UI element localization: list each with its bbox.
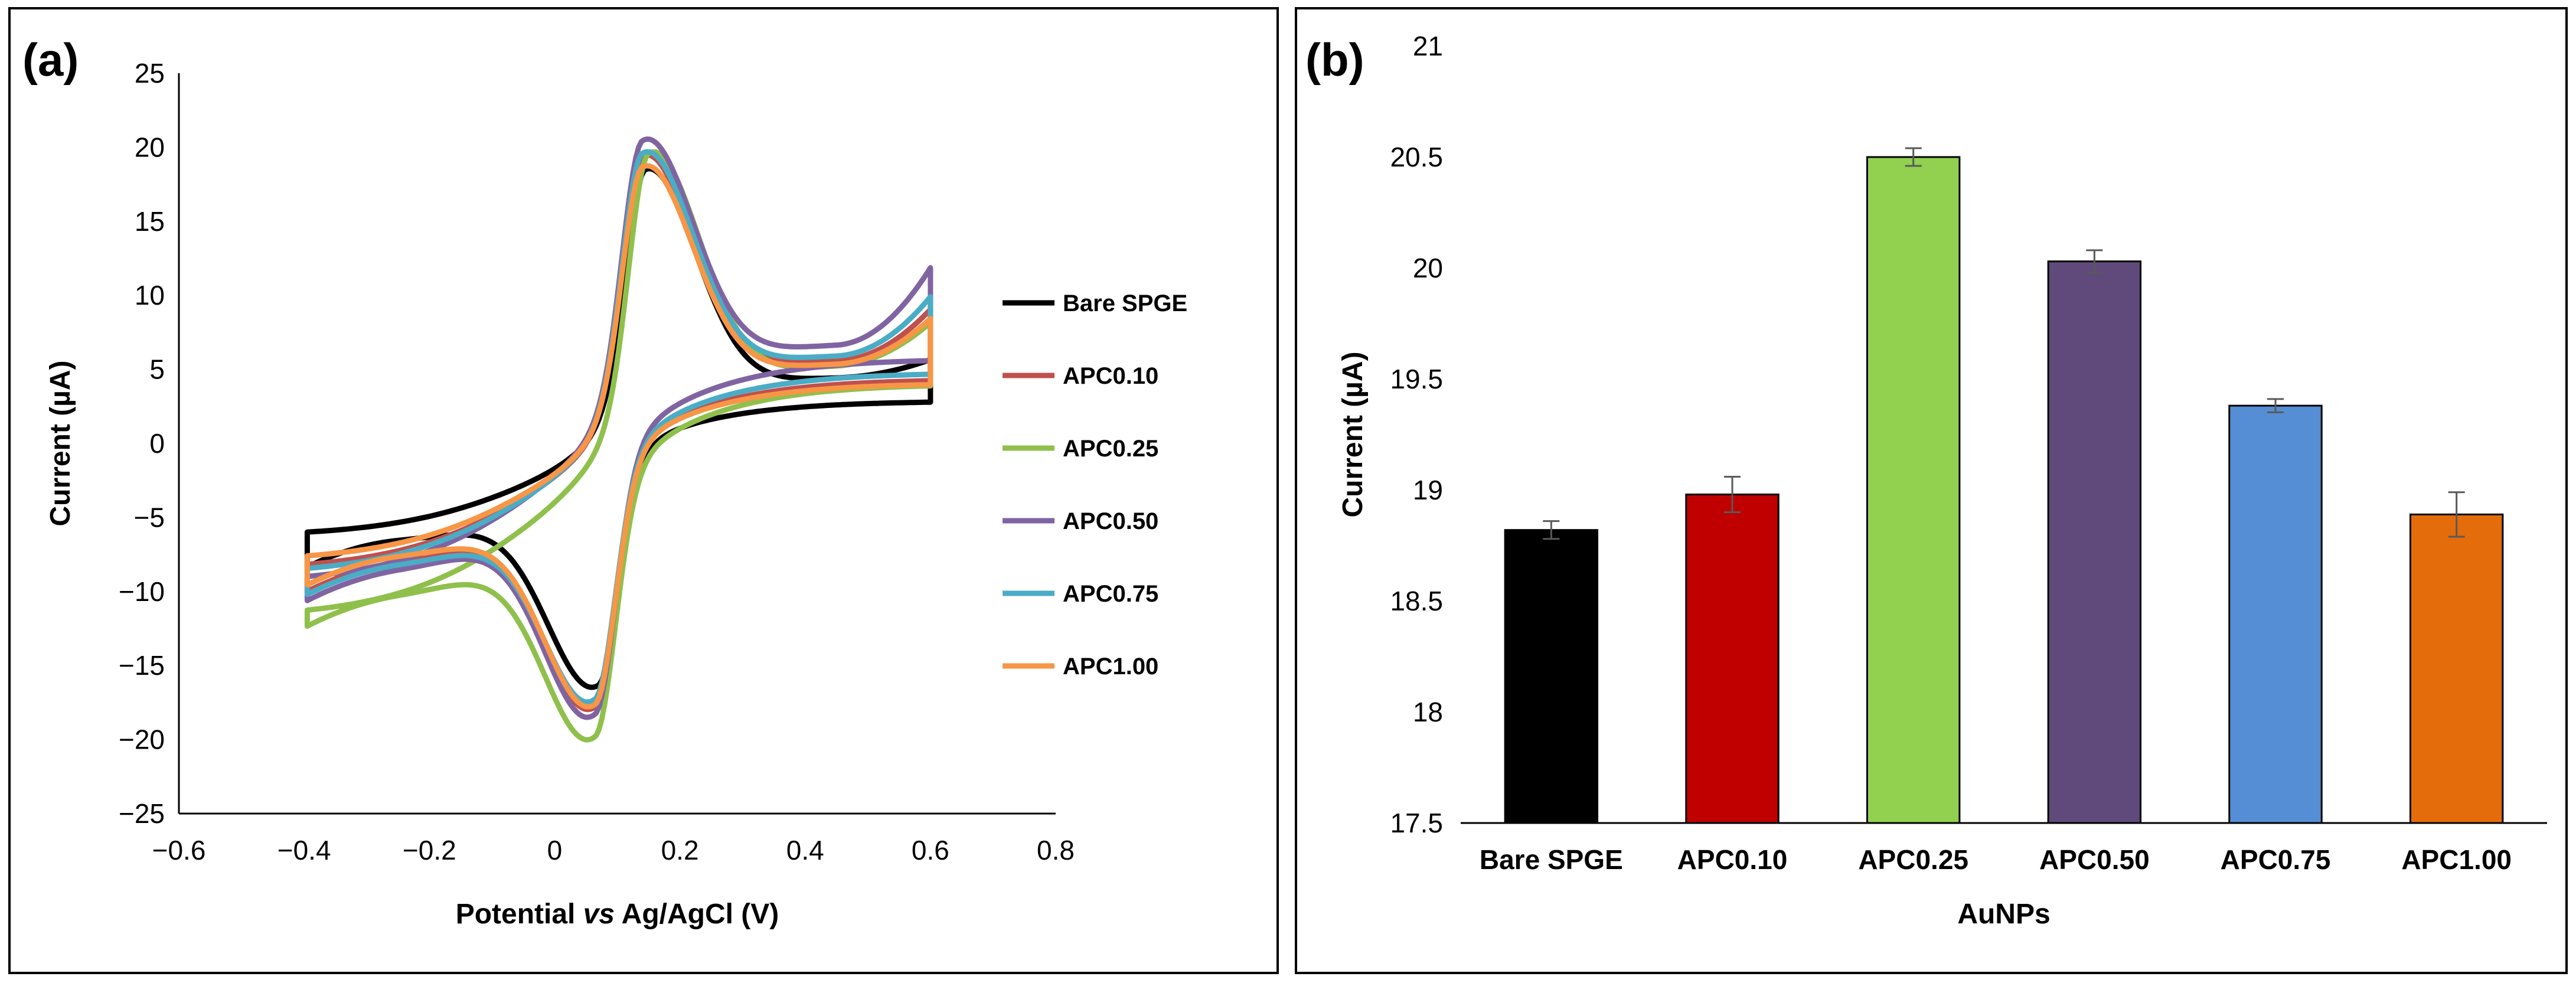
panel-b-bar-chart: (b) 21 20.5 20 19.5 19 18.5 18 17.5 Bare SPGE APC… xyxy=(1295,7,2568,974)
series-line-apc0-10 xyxy=(304,152,933,713)
panel-a-label: (a) xyxy=(22,34,79,86)
y-tick-label: 10 xyxy=(135,280,165,311)
y-tick-label: 17.5 xyxy=(1390,808,1443,838)
x-tick-label: APC0.25 xyxy=(1858,844,1968,875)
y-tick-label: 5 xyxy=(149,354,165,385)
legend-label: APC0.25 xyxy=(1063,436,1158,462)
series-line-apc0-25 xyxy=(304,149,933,743)
legend-label: APC0.50 xyxy=(1063,508,1158,534)
y-tick-label: −15 xyxy=(119,650,165,681)
y-tick-label: 20 xyxy=(1413,253,1443,283)
x-tick-label: 0 xyxy=(547,835,563,866)
y-tick-label: 20.5 xyxy=(1390,142,1443,172)
y-tick-label: −5 xyxy=(134,502,165,533)
bar xyxy=(1504,529,1599,824)
bar xyxy=(1685,494,1780,824)
x-axis-title: AuNPs xyxy=(1957,899,2050,930)
legend-label: APC0.10 xyxy=(1063,363,1158,389)
y-axis-title: Current (µA) xyxy=(45,361,76,527)
y-tick-label: 0 xyxy=(149,428,165,459)
legend-label: Bare SPGE xyxy=(1063,290,1187,316)
x-tick-label: 0.8 xyxy=(1037,835,1075,866)
series-line-apc0-50 xyxy=(304,136,933,720)
bar xyxy=(2047,260,2142,824)
y-tick-label: 19 xyxy=(1413,475,1443,505)
bar xyxy=(2228,404,2323,824)
legend-label: APC0.75 xyxy=(1063,581,1158,607)
y-tick-label: −25 xyxy=(119,798,165,829)
y-tick-label: 21 xyxy=(1413,31,1443,61)
x-tick-label: APC0.10 xyxy=(1677,844,1788,875)
cv-chart: 25 20 15 10 5 0 −5 −10 −15 −20 −25 −0.6 −0.4 −0.2 0 0.2… xyxy=(45,58,1187,930)
x-tick-label: APC0.50 xyxy=(2039,844,2150,875)
y-tick-label: 15 xyxy=(135,206,165,237)
y-tick-label: 19.5 xyxy=(1390,364,1443,394)
y-tick-label: −10 xyxy=(119,576,165,607)
x-tick-label: 0.6 xyxy=(912,835,949,866)
y-tick-label: −20 xyxy=(119,724,165,755)
x-tick-label: −0.6 xyxy=(152,835,206,866)
y-tick-label: 18 xyxy=(1413,697,1443,727)
legend-label: APC1.00 xyxy=(1063,654,1158,680)
y-tick-label: 18.5 xyxy=(1390,586,1443,616)
panel-b-label: (b) xyxy=(1305,34,1364,86)
series-line-bare-spge xyxy=(304,166,933,690)
y-tick-label: 20 xyxy=(135,132,165,162)
x-axis-title: Potential vs Ag/AgCl (V) xyxy=(456,899,779,930)
series-line-apc1-00 xyxy=(304,163,933,710)
series-line-apc0-75 xyxy=(304,149,933,705)
panel-a-cyclic-voltammogram: (a) 25 20 15 10 5 0 −5 −10 −15 −20 −25 −0.6 −0.4 −0.2… xyxy=(8,7,1279,974)
bar xyxy=(2409,513,2504,824)
x-tick-label: Bare SPGE xyxy=(1480,844,1623,875)
y-axis-title: Current (µA) xyxy=(1337,352,1369,518)
y-tick-label: 25 xyxy=(135,58,165,89)
x-tick-label: APC0.75 xyxy=(2221,844,2331,875)
x-tick-label: −0.2 xyxy=(403,835,456,866)
bar-chart: 21 20.5 20 19.5 19 18.5 18 17.5 Bare SPGE APC0.10… xyxy=(1337,31,2547,930)
x-tick-label: APC1.00 xyxy=(2401,844,2512,875)
x-tick-label: 0.2 xyxy=(661,835,699,866)
bar xyxy=(1866,156,1961,824)
x-tick-label: −0.4 xyxy=(277,835,331,866)
x-tick-label: 0.4 xyxy=(786,835,824,866)
